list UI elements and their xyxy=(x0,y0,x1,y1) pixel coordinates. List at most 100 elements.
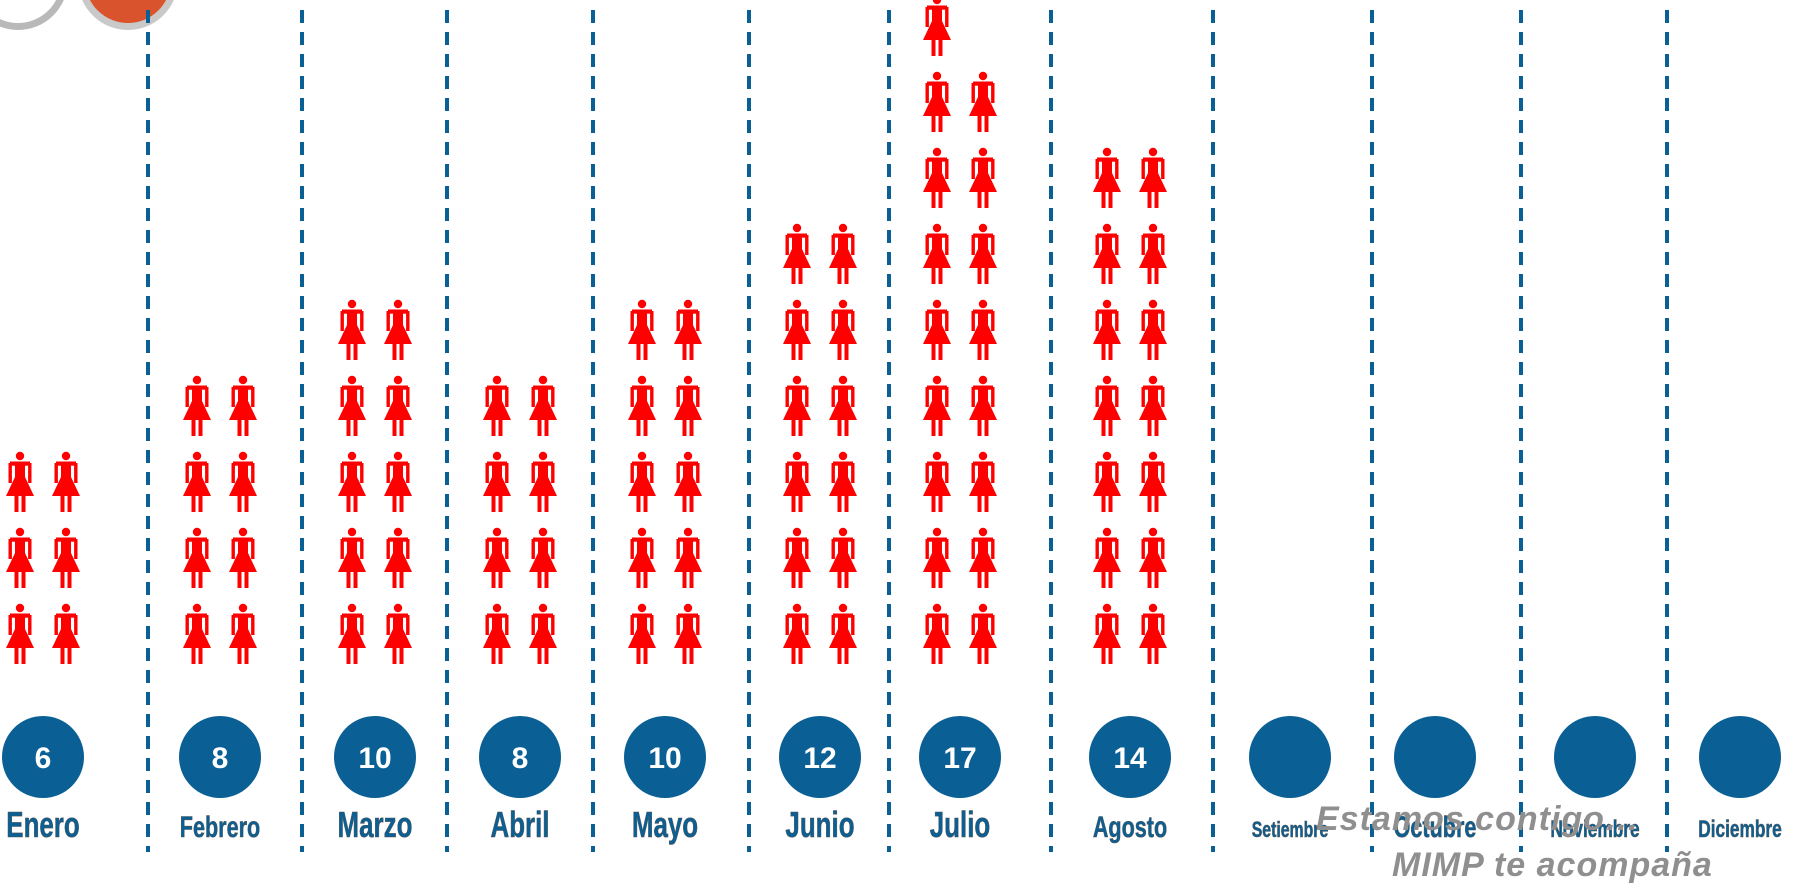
woman-figure-icon xyxy=(338,451,366,512)
woman-figure-icon xyxy=(829,451,857,512)
woman-figure-icon xyxy=(783,451,811,512)
woman-figure-icon xyxy=(529,451,557,512)
woman-figure-icon xyxy=(338,299,366,360)
woman-figure-icon xyxy=(384,527,412,588)
woman-figure-icon xyxy=(384,603,412,664)
woman-figure-icon xyxy=(483,603,511,664)
month-label: Agosto xyxy=(1093,809,1167,843)
woman-figure-icon xyxy=(923,451,951,512)
woman-figure-icon xyxy=(1139,375,1167,436)
woman-figure-icon xyxy=(183,527,211,588)
woman-figure-icon xyxy=(229,451,257,512)
value-circle xyxy=(1554,716,1636,798)
woman-figure-icon xyxy=(6,451,34,512)
month-labels: Enero Febrero Marzo Abril Mayo Junio Julio Agos… xyxy=(6,805,1782,846)
month-label: Setiembre xyxy=(1252,819,1329,843)
woman-figure-icon xyxy=(1093,603,1121,664)
woman-figure-icon xyxy=(783,299,811,360)
woman-figure-icon xyxy=(969,223,997,284)
woman-figure-icon xyxy=(384,299,412,360)
woman-figure-icon xyxy=(829,299,857,360)
woman-figure-icon xyxy=(969,451,997,512)
value-circle xyxy=(779,716,861,798)
woman-figure-icon xyxy=(969,147,997,208)
month-label: Junio xyxy=(785,805,854,845)
woman-figure-icon xyxy=(529,603,557,664)
woman-figure-icon xyxy=(674,603,702,664)
value-label: 6 xyxy=(35,742,52,775)
woman-figure-icon xyxy=(1139,451,1167,512)
woman-figure-icon xyxy=(1093,527,1121,588)
woman-figure-icon xyxy=(1139,527,1167,588)
woman-figure-icon xyxy=(529,527,557,588)
woman-figure-icon xyxy=(229,603,257,664)
woman-figure-icon xyxy=(923,147,951,208)
month-label: Julio xyxy=(930,805,990,845)
woman-figure-icon xyxy=(52,451,80,512)
value-circle xyxy=(1699,716,1781,798)
woman-figure-icon xyxy=(969,527,997,588)
woman-figure-icon xyxy=(628,603,656,664)
woman-figure-icon xyxy=(923,527,951,588)
woman-figure-icon xyxy=(969,299,997,360)
month-label: Marzo xyxy=(338,805,413,845)
woman-figure-icon xyxy=(529,375,557,436)
icons xyxy=(6,0,1167,664)
woman-figure-icon xyxy=(1093,147,1121,208)
woman-figure-icon xyxy=(923,71,951,132)
value-circle xyxy=(334,716,416,798)
woman-figure-icon xyxy=(969,375,997,436)
woman-figure-icon xyxy=(628,299,656,360)
woman-figure-icon xyxy=(6,527,34,588)
value-label: 17 xyxy=(943,742,976,775)
woman-figure-icon xyxy=(923,375,951,436)
value-circle xyxy=(1249,716,1331,798)
value-circle xyxy=(2,716,84,798)
value-label: 8 xyxy=(512,742,529,775)
month-label: Febrero xyxy=(180,809,260,843)
month-label: Enero xyxy=(6,805,79,845)
woman-figure-icon xyxy=(1139,603,1167,664)
value-circle xyxy=(624,716,706,798)
woman-figure-icon xyxy=(628,527,656,588)
value-circle xyxy=(919,716,1001,798)
woman-figure-icon xyxy=(483,375,511,436)
woman-figure-icon xyxy=(1093,375,1121,436)
month-label: Noviembre xyxy=(1550,816,1639,842)
woman-figure-icon xyxy=(674,451,702,512)
woman-figure-icon xyxy=(52,603,80,664)
woman-figure-icon xyxy=(229,527,257,588)
value-circle xyxy=(179,716,261,798)
woman-figure-icon xyxy=(923,603,951,664)
footer-slogan: MIMP te acompaña xyxy=(1392,846,1713,884)
woman-figure-icon xyxy=(229,375,257,436)
woman-figure-icon xyxy=(483,527,511,588)
woman-figure-icon xyxy=(1139,223,1167,284)
month-label: Mayo xyxy=(632,805,698,845)
woman-figure-icon xyxy=(338,603,366,664)
woman-figure-icon xyxy=(628,451,656,512)
woman-figure-icon xyxy=(183,451,211,512)
value-label: 12 xyxy=(803,742,836,775)
woman-figure-icon xyxy=(183,375,211,436)
month-label: Diciembre xyxy=(1698,816,1782,842)
woman-figure-icon xyxy=(674,375,702,436)
dividers xyxy=(146,10,1669,852)
woman-figure-icon xyxy=(1093,451,1121,512)
woman-figure-icon xyxy=(338,527,366,588)
value-label: 8 xyxy=(212,742,229,775)
woman-figure-icon xyxy=(1093,299,1121,360)
woman-figure-icon xyxy=(923,299,951,360)
woman-figure-icon xyxy=(674,299,702,360)
woman-figure-icon xyxy=(6,603,34,664)
woman-figure-icon xyxy=(783,223,811,284)
month-label: Abril xyxy=(490,805,549,845)
month-label: Octubre xyxy=(1394,809,1477,843)
woman-figure-icon xyxy=(52,527,80,588)
woman-figure-icon xyxy=(338,375,366,436)
value-label: 10 xyxy=(358,742,391,775)
woman-figure-icon xyxy=(829,375,857,436)
woman-figure-icon xyxy=(923,0,951,56)
woman-figure-icon xyxy=(384,451,412,512)
